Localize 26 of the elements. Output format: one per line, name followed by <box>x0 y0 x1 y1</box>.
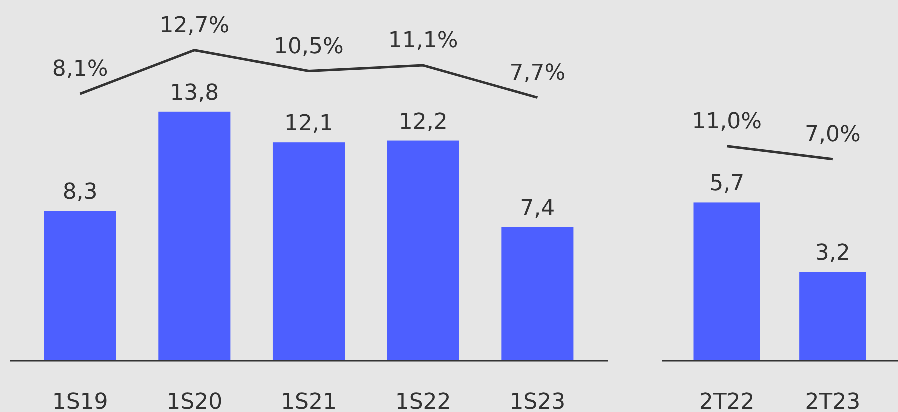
data-label: 11,1% <box>388 28 458 54</box>
bar <box>272 142 346 361</box>
data-label: 12,7% <box>160 13 230 38</box>
data-label: 5,7 <box>710 172 745 197</box>
data-label: 12,1 <box>284 112 334 137</box>
bar <box>387 140 460 361</box>
x-tick-label: 2T23 <box>805 390 861 412</box>
data-label: 3,2 <box>815 241 850 266</box>
x-tick-label: 1S19 <box>52 390 108 412</box>
x-tick-label: 2T22 <box>699 390 755 412</box>
data-label: 7,4 <box>520 196 556 222</box>
x-tick-label: 1S23 <box>510 390 566 412</box>
data-label: 7,7% <box>510 60 566 86</box>
x-tick-label: 1S21 <box>281 390 337 412</box>
x-tick-label: 1S20 <box>166 390 223 412</box>
data-label: 13,8 <box>170 80 220 106</box>
bar <box>158 112 231 361</box>
data-label: 8,3 <box>62 180 98 206</box>
bar <box>44 211 116 361</box>
data-label: 12,2 <box>398 110 448 135</box>
bar <box>502 227 574 361</box>
data-label: 8,1% <box>52 57 108 82</box>
data-label: 11,0% <box>692 109 762 134</box>
x-tick-label: 1S22 <box>395 390 452 412</box>
data-label: 7,0% <box>804 122 861 148</box>
data-label: 10,5% <box>274 34 344 60</box>
